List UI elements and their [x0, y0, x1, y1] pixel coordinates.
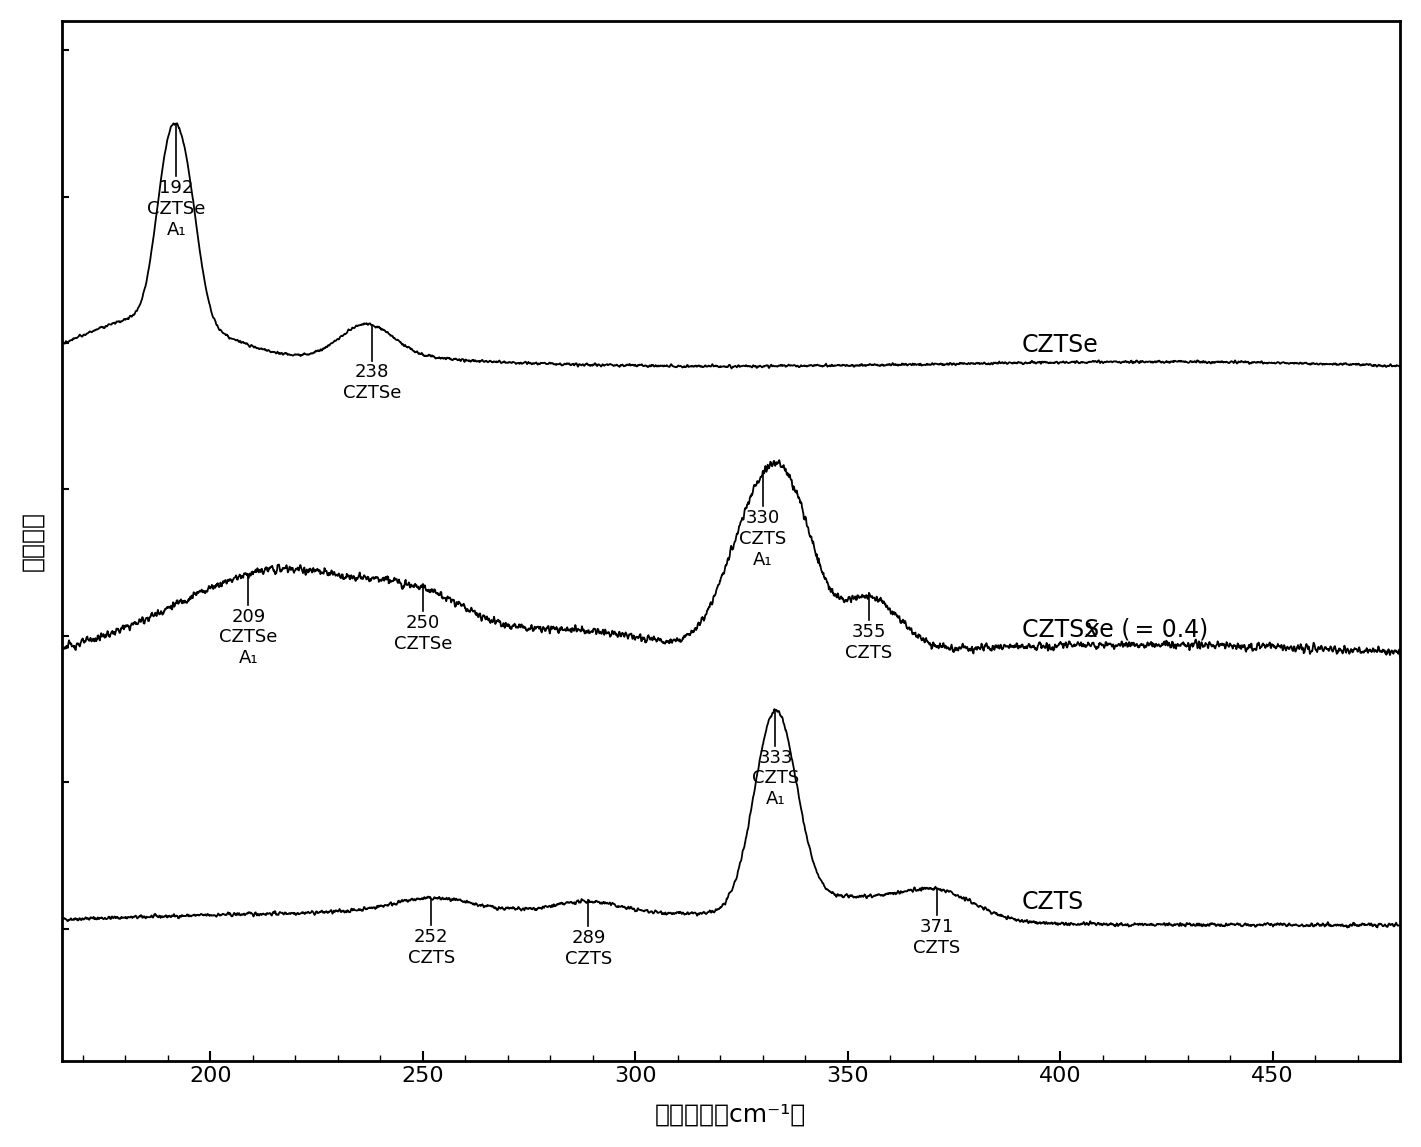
Text: 355
CZTS: 355 CZTS — [845, 623, 892, 662]
Text: 252
CZTS: 252 CZTS — [408, 928, 455, 967]
Text: = 0.4): = 0.4) — [1127, 617, 1208, 641]
Text: 333
CZTS
A₁: 333 CZTS A₁ — [752, 749, 799, 809]
Text: CZTS: CZTS — [1022, 890, 1084, 914]
Text: 250
CZTSe: 250 CZTSe — [394, 614, 452, 653]
Text: 192
CZTSe
A₁: 192 CZTSe A₁ — [146, 179, 206, 239]
Y-axis label: 相对强度: 相对强度 — [21, 510, 45, 571]
Text: 289
CZTS: 289 CZTS — [564, 929, 612, 968]
Text: 371
CZTS: 371 CZTS — [914, 918, 961, 957]
Text: 330
CZTS
A₁: 330 CZTS A₁ — [739, 509, 786, 569]
Text: x: x — [1084, 617, 1098, 641]
X-axis label: 拉曼位移（cm⁻¹）: 拉曼位移（cm⁻¹） — [655, 1102, 807, 1126]
Text: 238
CZTSe: 238 CZTSe — [342, 364, 401, 403]
Text: 209
CZTSe
A₁: 209 CZTSe A₁ — [219, 608, 277, 668]
Text: CZTSe: CZTSe — [1022, 333, 1098, 357]
Text: CZTSSe (: CZTSSe ( — [1022, 617, 1130, 641]
